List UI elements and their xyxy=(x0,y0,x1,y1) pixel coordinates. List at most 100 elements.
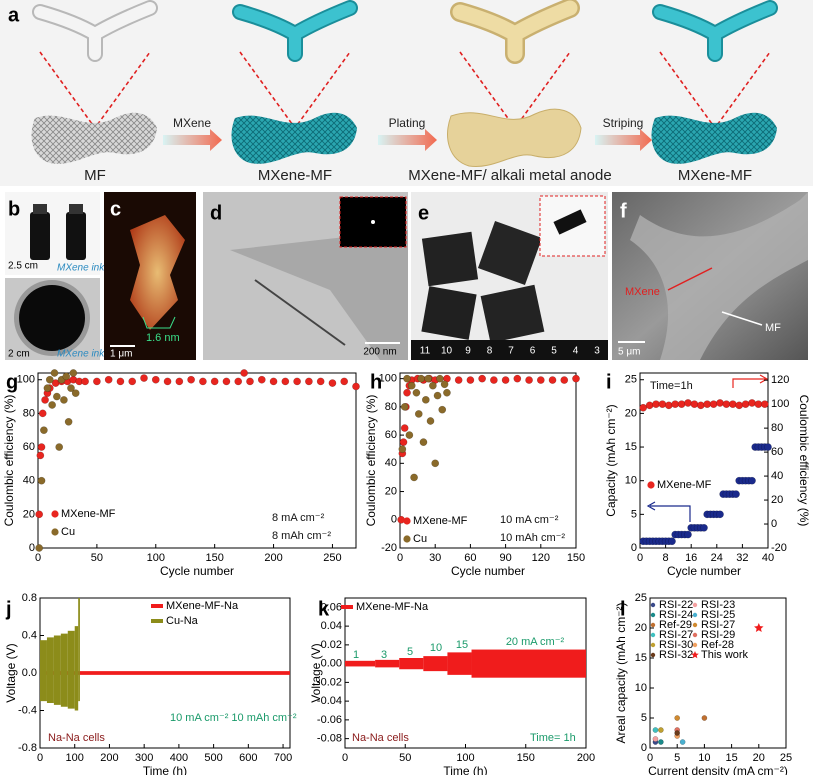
point xyxy=(400,424,409,432)
point xyxy=(35,544,44,552)
y-tick-label: 0 xyxy=(29,542,35,554)
ink-disc xyxy=(19,285,85,351)
point xyxy=(658,739,664,745)
legend-swatch xyxy=(650,632,656,638)
x-tick-label: 200 xyxy=(264,552,282,564)
voltage-band xyxy=(375,659,400,668)
legend-swatch xyxy=(692,602,698,608)
panel-letter: c xyxy=(110,198,121,220)
point xyxy=(652,400,660,409)
x-tick-label: 0 xyxy=(342,752,348,764)
x-tick-label: 16 xyxy=(685,552,697,564)
legend-swatch xyxy=(692,632,698,638)
panel-letter: k xyxy=(318,598,330,620)
annotation: 1 xyxy=(353,649,359,661)
point xyxy=(37,476,46,485)
y-axis-title: Coulombic efficiency (%) xyxy=(2,395,16,527)
point xyxy=(35,510,44,519)
legend-label: RSI-23 xyxy=(701,599,735,611)
panel-letter: j xyxy=(5,598,12,620)
y-tick-label: 0 xyxy=(391,514,397,526)
ruler-number: 5 xyxy=(551,346,557,357)
y-tick-label: 0.0 xyxy=(22,667,37,679)
x-tick-label: 250 xyxy=(323,552,341,564)
point xyxy=(199,377,207,386)
x-tick-label: 50 xyxy=(399,752,411,764)
x-tick-label: 150 xyxy=(517,752,535,764)
y-tick-label: 20 xyxy=(385,485,397,497)
foam-piece xyxy=(421,286,477,340)
scale-label: 200 nm xyxy=(363,347,396,358)
ruler-number: 9 xyxy=(465,346,471,357)
legend-label: RSI-32 xyxy=(659,649,693,661)
point xyxy=(38,409,47,418)
y-tick-label: 10 xyxy=(625,475,637,487)
x-tick-label: 60 xyxy=(464,552,476,564)
ruler-number: 3 xyxy=(594,346,600,357)
point xyxy=(240,369,248,377)
point xyxy=(67,384,75,392)
point xyxy=(412,388,421,397)
x-tick-label: 0 xyxy=(37,752,43,764)
x-tick-label: 5 xyxy=(674,752,680,764)
pointer xyxy=(721,311,763,326)
point xyxy=(748,476,756,485)
x-tick-label: 25 xyxy=(780,752,792,764)
legend-swatch xyxy=(691,651,699,659)
y-axis-title: Coulombic efficiency (%) xyxy=(364,395,378,527)
annotation: Na-Na cells xyxy=(352,732,409,744)
point xyxy=(81,377,89,386)
x-tick-label: 150 xyxy=(567,552,585,564)
annotation: 3 xyxy=(381,649,387,661)
y-tick-label: 20 xyxy=(23,508,35,520)
y-tick-label: 0 xyxy=(631,542,637,554)
legend-label: MXene-MF xyxy=(61,508,116,520)
x-tick-label: 90 xyxy=(499,552,511,564)
legend-label: RSI-22 xyxy=(659,599,693,611)
point xyxy=(645,401,654,410)
point xyxy=(352,382,360,391)
y-tick-label: 15 xyxy=(625,441,637,453)
y-axis-title: Capacity (mAh cm⁻²) xyxy=(604,404,618,516)
legend-swatch xyxy=(650,642,656,648)
y2-axis-title: Coulombic efficiency (%) xyxy=(797,395,811,527)
point xyxy=(438,405,447,414)
point xyxy=(639,403,648,412)
point xyxy=(55,443,64,451)
y2-tick-label: 100 xyxy=(771,398,789,410)
panel-letter: e xyxy=(418,202,429,224)
point xyxy=(400,403,409,411)
point xyxy=(421,395,430,404)
panel-letter: l xyxy=(620,598,626,620)
legend-swatch xyxy=(692,642,698,648)
legend-label: This work xyxy=(701,649,749,661)
point xyxy=(674,715,681,721)
mf-label: MF xyxy=(765,322,781,334)
point xyxy=(716,399,724,407)
legend-label: Cu xyxy=(413,533,427,545)
point xyxy=(52,392,61,401)
legend-label: RSI-25 xyxy=(701,609,735,621)
point xyxy=(234,377,243,386)
voltage-band xyxy=(345,660,376,667)
mxene-label: MXene xyxy=(625,286,660,298)
y-tick-label: 25 xyxy=(625,374,637,386)
point xyxy=(652,736,659,742)
scale-label: 2.5 cm xyxy=(8,261,38,272)
edge xyxy=(254,279,346,346)
legend-label: MXene-MF xyxy=(413,515,468,527)
legend-swatch xyxy=(692,622,698,628)
x-tick-label: 120 xyxy=(532,552,550,564)
point xyxy=(163,377,172,386)
point xyxy=(222,377,231,386)
legend-label: Ref-29 xyxy=(659,619,692,631)
point xyxy=(293,377,301,386)
point xyxy=(560,376,569,384)
legend-label: RSI-30 xyxy=(659,639,693,651)
point xyxy=(732,490,740,499)
point xyxy=(316,377,325,386)
x-tick-label: 200 xyxy=(100,752,118,764)
point xyxy=(45,375,54,384)
foam-piece xyxy=(421,231,479,287)
legend-swatch xyxy=(650,622,656,628)
